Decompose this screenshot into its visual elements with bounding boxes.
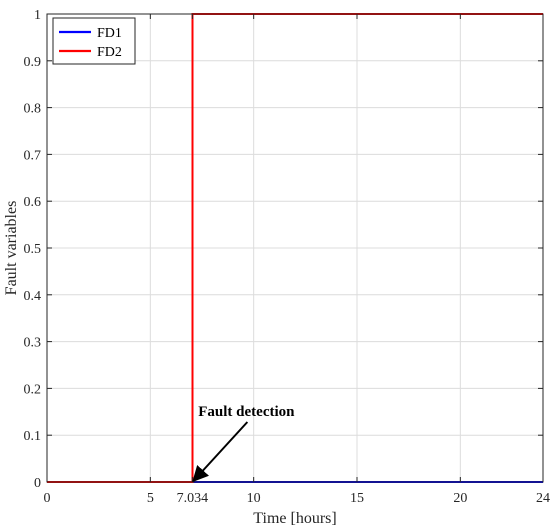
legend-label-fd2: FD2 <box>97 45 122 60</box>
x-tick-label-5: 5 <box>147 491 154 506</box>
y-axis-label: Fault variables <box>3 201 20 296</box>
legend-box <box>52 17 136 65</box>
y-tick-label-0-2: 0.2 <box>24 382 42 397</box>
annotation-fault-detection: Fault detection <box>198 404 295 420</box>
y-tick-label-0-7: 0.7 <box>24 148 42 163</box>
x-tick-label-15: 15 <box>350 491 364 506</box>
y-tick-label-1: 1 <box>34 8 41 23</box>
y-tick-label-0-3: 0.3 <box>24 336 42 351</box>
y-tick-label-0-8: 0.8 <box>24 102 42 117</box>
legend-label-fd1: FD1 <box>97 26 122 41</box>
y-tick-label-0-6: 0.6 <box>24 195 42 210</box>
x-tick-label-20: 20 <box>453 491 467 506</box>
x-tick-label-7-034: 7.034 <box>177 491 209 506</box>
y-tick-label-0: 0 <box>34 476 41 491</box>
y-tick-label-0-4: 0.4 <box>24 289 42 304</box>
grid-layer <box>47 14 543 482</box>
x-axis-label: Time [hours] <box>253 510 336 527</box>
y-tick-label-0-1: 0.1 <box>24 429 42 444</box>
x-tick-label-10: 10 <box>247 491 261 506</box>
y-tick-label-0-5: 0.5 <box>24 242 42 257</box>
ticks-layer: 0 5 7.034 10 15 20 24 0 0.1 0.2 0.3 0.4 0.5 0.6 0.7 0.8… <box>24 8 550 506</box>
x-tick-label-0: 0 <box>44 491 51 506</box>
annotation-layer: Fault detection <box>192 404 295 483</box>
y-tick-label-0-9: 0.9 <box>24 55 42 70</box>
x-tick-label-24: 24 <box>536 491 550 506</box>
annotation-arrow <box>192 421 249 483</box>
